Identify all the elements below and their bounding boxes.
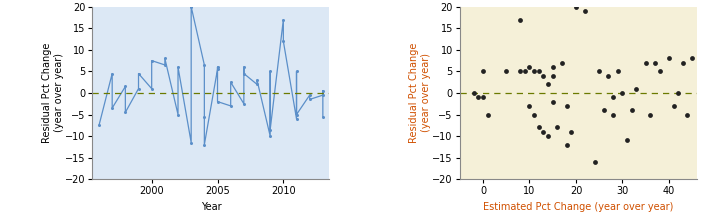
Point xyxy=(542,134,554,138)
Point xyxy=(524,65,535,69)
Point xyxy=(626,108,637,112)
Point xyxy=(621,139,633,142)
Point xyxy=(649,61,661,65)
Point xyxy=(570,5,582,9)
Point xyxy=(645,113,656,116)
Point xyxy=(579,9,591,13)
Point xyxy=(594,70,605,73)
Y-axis label: Residual Pct Change
(year over year): Residual Pct Change (year over year) xyxy=(410,43,431,143)
Point xyxy=(607,95,619,99)
Point xyxy=(501,70,512,73)
Point xyxy=(468,91,479,95)
Point xyxy=(538,74,549,78)
Point xyxy=(556,61,567,65)
Point xyxy=(654,70,665,73)
Point xyxy=(519,70,530,73)
Point xyxy=(682,113,693,116)
Point xyxy=(533,126,545,129)
Point xyxy=(542,82,554,86)
Point xyxy=(561,104,572,108)
Point xyxy=(528,70,540,73)
Point xyxy=(603,74,614,78)
X-axis label: Estimated Pct Change (year over year): Estimated Pct Change (year over year) xyxy=(483,202,673,212)
Point xyxy=(473,95,484,99)
Point xyxy=(686,57,697,60)
Point xyxy=(668,104,679,108)
Point xyxy=(533,70,545,73)
Point xyxy=(538,130,549,134)
Point xyxy=(482,113,493,116)
Point xyxy=(515,70,526,73)
Point xyxy=(566,130,577,134)
Point xyxy=(616,91,628,95)
Point xyxy=(640,61,651,65)
Y-axis label: Residual Pct Change
(year over year): Residual Pct Change (year over year) xyxy=(42,43,63,143)
Point xyxy=(477,70,488,73)
Point xyxy=(477,95,488,99)
Point xyxy=(607,113,619,116)
Point xyxy=(673,91,684,95)
Point xyxy=(547,74,558,78)
Point xyxy=(561,143,572,146)
Point xyxy=(631,87,642,90)
X-axis label: Year: Year xyxy=(201,202,221,212)
Point xyxy=(547,100,558,103)
Point xyxy=(547,65,558,69)
Point xyxy=(589,160,600,164)
Point xyxy=(677,61,688,65)
Point xyxy=(515,18,526,22)
Point xyxy=(663,57,675,60)
Point xyxy=(598,108,609,112)
Point xyxy=(524,104,535,108)
Point xyxy=(552,126,563,129)
Point xyxy=(612,70,624,73)
Point xyxy=(528,113,540,116)
